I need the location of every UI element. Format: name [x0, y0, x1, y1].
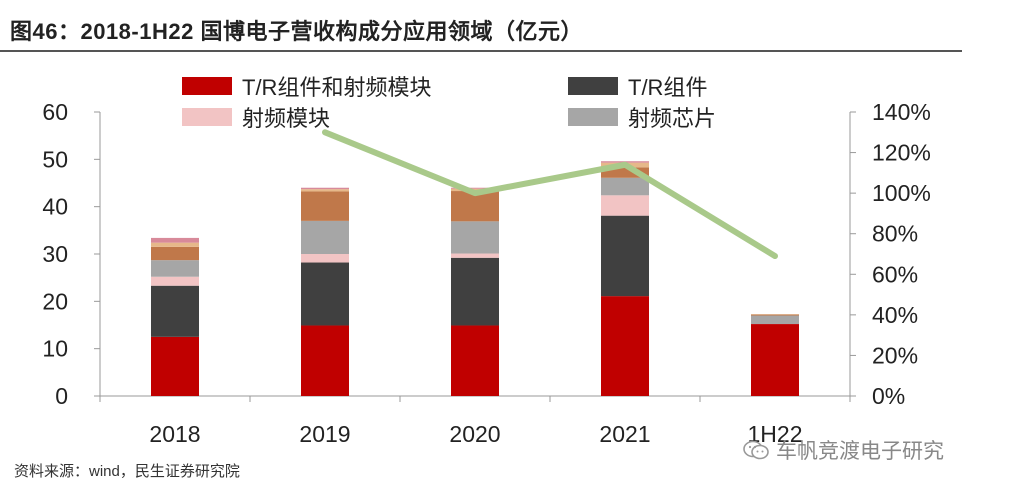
bar-segment — [301, 187, 349, 190]
legend-swatch-rf-chip — [568, 108, 618, 126]
legend-item-tr-combo: T/R组件和射频模块 — [182, 70, 431, 102]
bar-segment — [601, 177, 649, 196]
bar-segment — [451, 188, 499, 192]
right-tick-label: 120% — [872, 140, 931, 166]
legend-swatch-rf-module — [182, 108, 232, 126]
legend-item-rf-module: 射频模块 — [182, 101, 330, 133]
bar-segment — [151, 242, 199, 247]
right-tick-label: 100% — [872, 180, 931, 206]
bar-segment — [301, 254, 349, 263]
title-divider — [0, 50, 962, 52]
left-tick-label: 40 — [42, 194, 68, 220]
bar-segment — [751, 314, 799, 316]
bar-segment — [151, 260, 199, 277]
legend-item-rf-chip: 射频芯片 — [568, 101, 716, 133]
bar-segment — [601, 167, 649, 178]
left-tick-label: 20 — [42, 288, 68, 314]
right-tick-label: 60% — [872, 261, 918, 287]
bar-segment — [601, 215, 649, 297]
bar-segment — [451, 257, 499, 326]
bar-segment — [151, 285, 199, 337]
left-tick-label: 10 — [42, 336, 68, 362]
legend-label-rf-module: 射频模块 — [242, 106, 331, 131]
left-tick-label: 30 — [42, 241, 68, 267]
legend-swatch-tr — [568, 77, 618, 95]
legend-label-tr: T/R组件 — [628, 75, 708, 100]
bar-segment — [301, 191, 349, 221]
right-tick-label: 20% — [872, 342, 918, 368]
bar-segment — [301, 262, 349, 326]
bar-segment — [301, 220, 349, 254]
bar-segment — [451, 253, 499, 258]
source-note: 资料来源：wind，民生证券研究院 — [14, 463, 240, 480]
bar-segment — [751, 324, 799, 396]
growth-line — [322, 129, 778, 260]
bar-segment — [451, 187, 499, 189]
left-tick-label: 50 — [42, 146, 68, 172]
x-tick-label: 2021 — [599, 421, 650, 447]
left-tick-label: 60 — [42, 99, 68, 125]
left-tick-label: 0 — [55, 383, 68, 409]
x-tick-label: 2018 — [149, 421, 200, 447]
right-tick-label: 80% — [872, 221, 918, 247]
watermark: 车帆竞渡电子研究 — [742, 435, 944, 465]
wechat-icon — [743, 440, 769, 460]
bar-segment — [151, 276, 199, 286]
legend-item-tr: T/R组件 — [568, 70, 707, 102]
bar-segment — [601, 195, 649, 216]
bar-segment — [151, 246, 199, 261]
legend-label-rf-chip: 射频芯片 — [628, 106, 717, 131]
bar-segment — [601, 296, 649, 396]
x-tick-label: 2019 — [299, 421, 350, 447]
x-tick-label: 2020 — [449, 421, 500, 447]
bar-segment — [751, 315, 799, 325]
right-tick-label: 40% — [872, 302, 918, 328]
right-tick-label: 0% — [872, 383, 905, 409]
chart-title: 图46：2018-1H22 国博电子营收构成分应用领域（亿元） — [10, 19, 583, 44]
bar-segment — [151, 336, 199, 396]
watermark-text: 车帆竞渡电子研究 — [776, 440, 944, 463]
bar-segment — [451, 325, 499, 396]
legend-swatch-tr-combo — [182, 77, 232, 95]
bar-segment — [301, 189, 349, 192]
right-tick-label: 140% — [872, 99, 931, 125]
bar-segment — [301, 325, 349, 396]
bar-segment — [451, 221, 499, 254]
bar-segment — [151, 237, 199, 243]
legend-label-tr-combo: T/R组件和射频模块 — [242, 75, 432, 100]
